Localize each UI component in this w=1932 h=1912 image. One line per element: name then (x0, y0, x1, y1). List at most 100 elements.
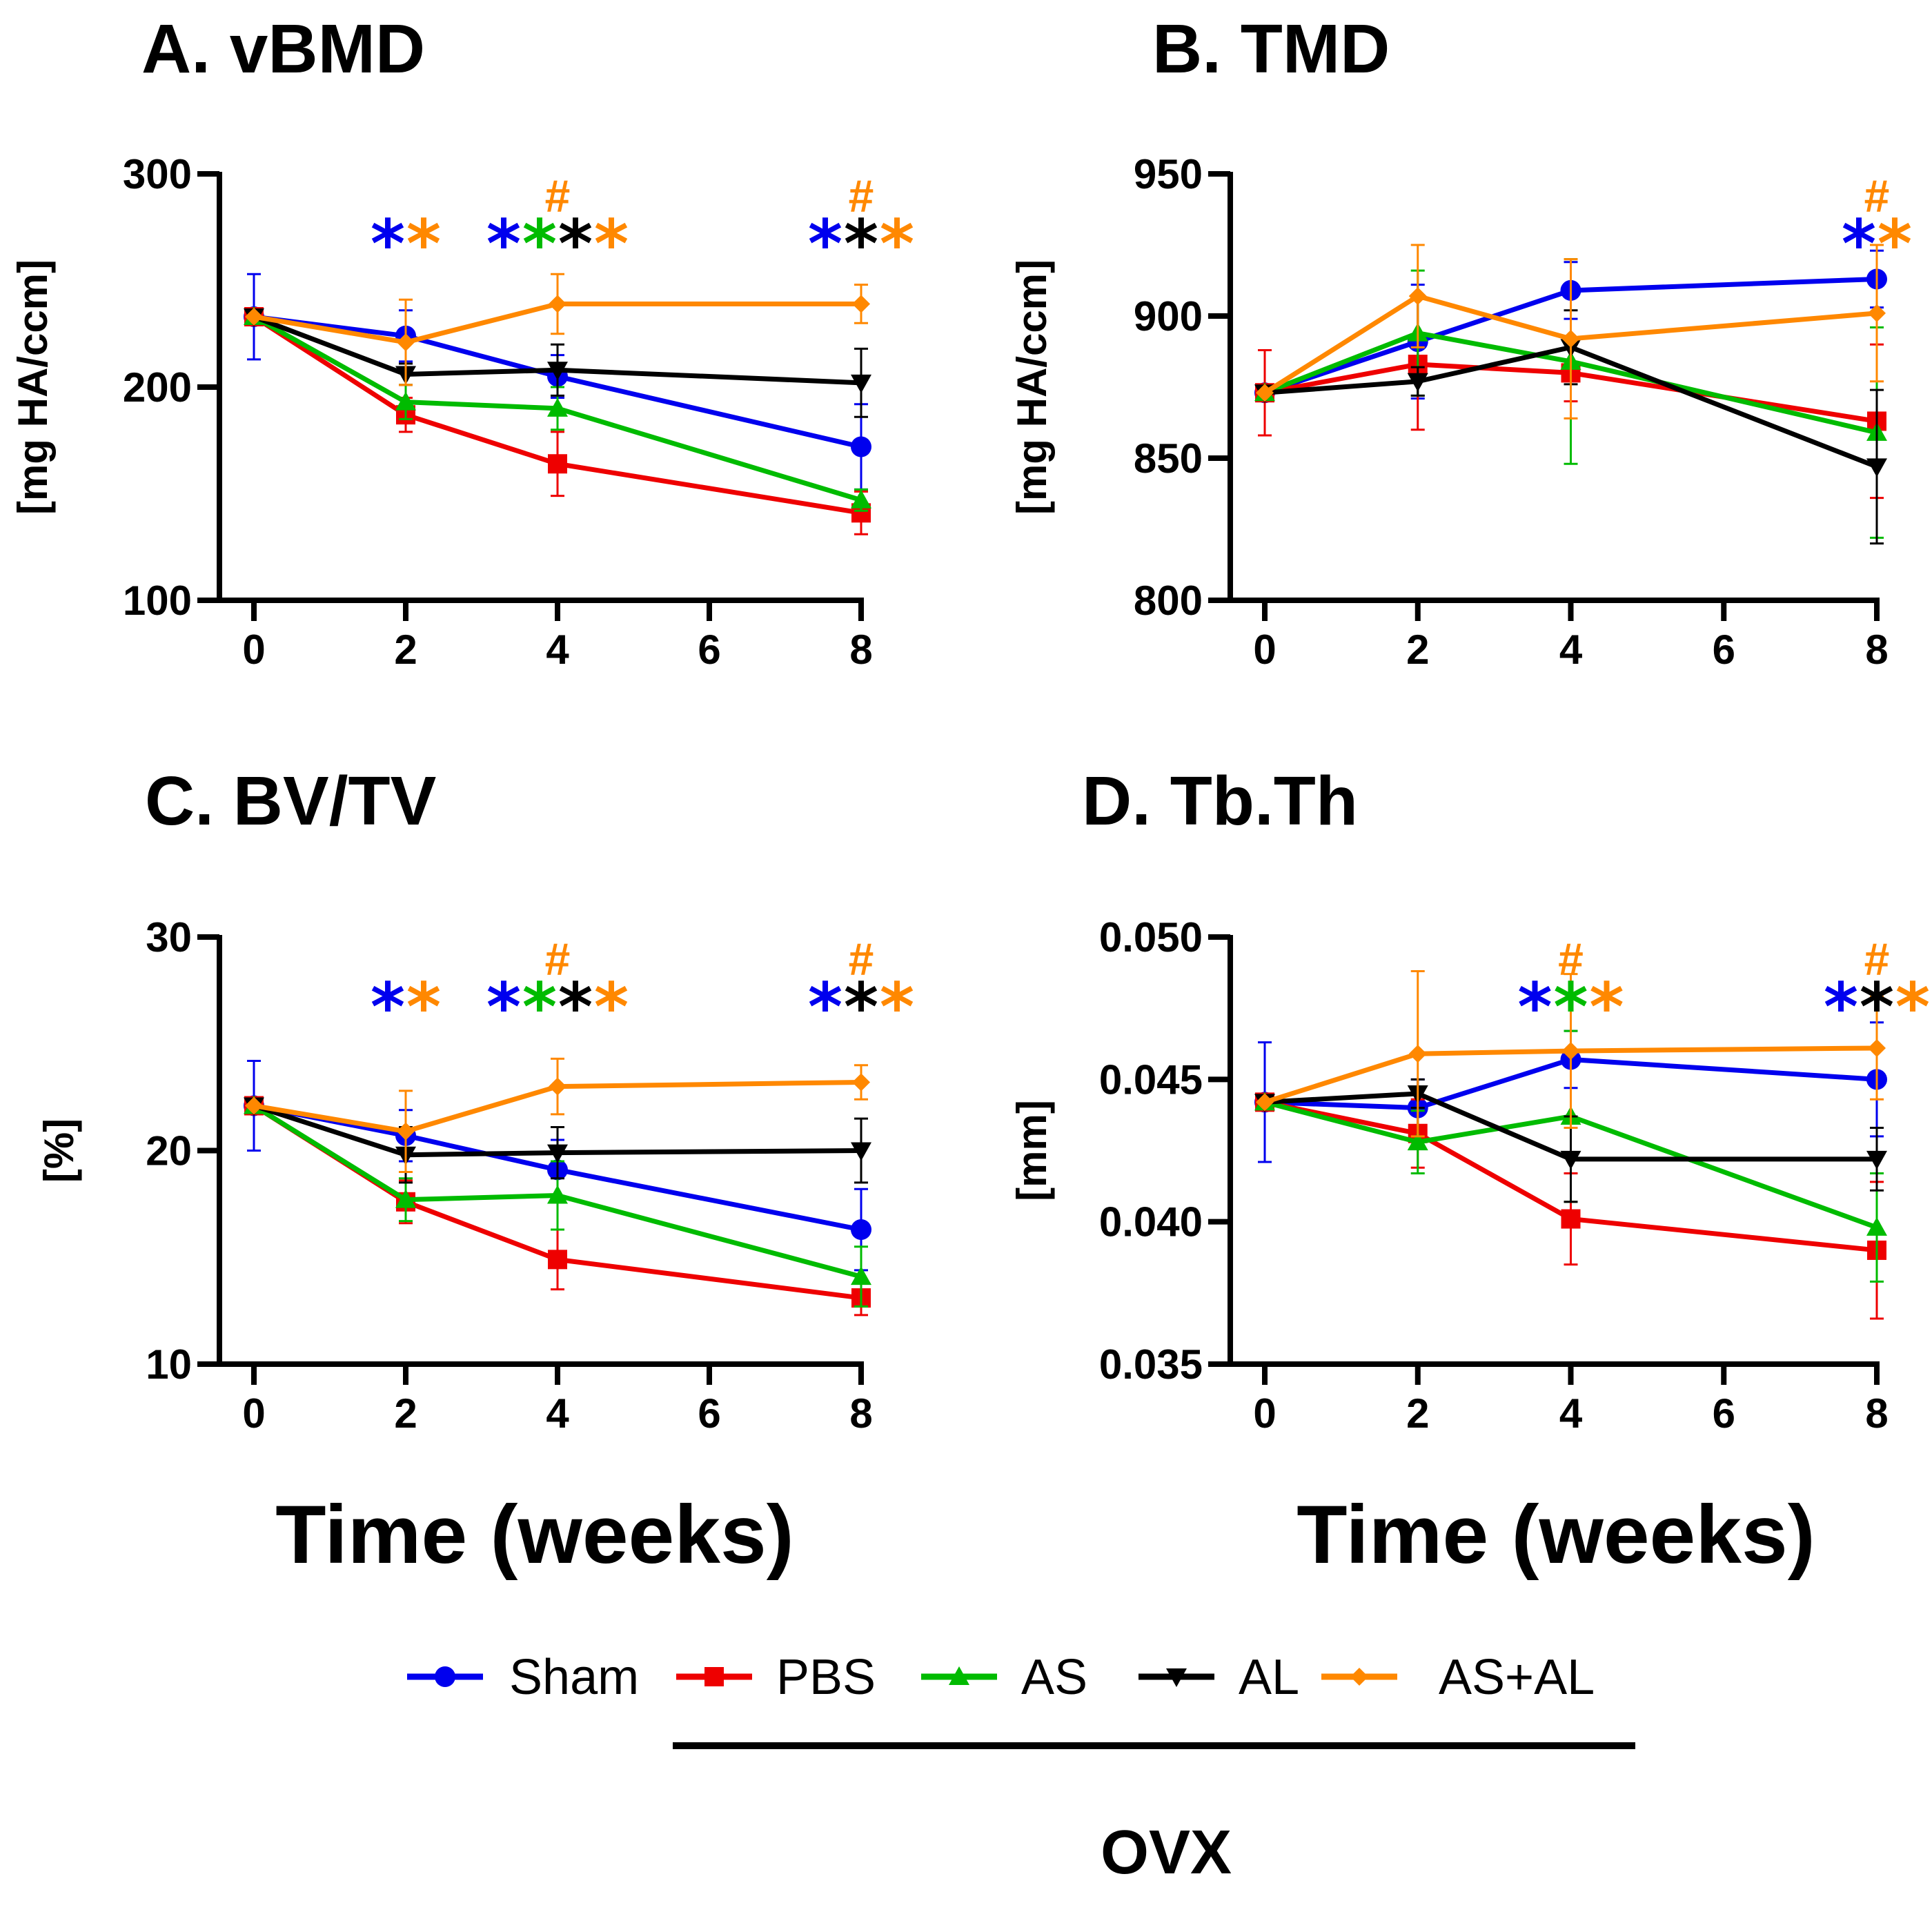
significance-annotation: * * *# (1824, 934, 1930, 1046)
legend-marker (949, 1666, 969, 1685)
y-tick-label: 100 (123, 578, 192, 624)
significance-annotation: * * *# (1517, 934, 1624, 1046)
y-tick-label: 800 (1134, 578, 1203, 624)
data-point (548, 454, 567, 474)
data-point (1868, 1038, 1886, 1057)
data-point (395, 391, 416, 411)
panel-title: D. Tb.Th (1082, 762, 1358, 840)
series-line (253, 314, 862, 449)
data-point (547, 1185, 568, 1204)
series-line (1264, 344, 1878, 469)
data-point (1560, 1150, 1581, 1170)
y-tick-label: 300 (123, 151, 192, 197)
y-tick-label: 950 (1134, 151, 1203, 197)
x-axis-title-left: Time (weeks) (275, 1488, 793, 1581)
panel-title: C. BV/TV (145, 762, 437, 840)
data-point (851, 489, 871, 509)
significance-star: * (594, 206, 629, 283)
significance-star: * (406, 206, 441, 283)
data-point (397, 1122, 415, 1141)
significance-star: * (1860, 969, 1894, 1046)
significance-star: * (486, 969, 521, 1046)
legend-item-pbs: PBS (676, 1650, 876, 1705)
y-axis-label: [mg HA/ccm] (10, 259, 56, 515)
x-tick-label: 4 (546, 627, 569, 673)
data-point (1561, 329, 1580, 348)
data-point (1408, 287, 1427, 306)
data-point (1256, 1093, 1274, 1112)
series-line (253, 301, 861, 345)
significance-star: * (1877, 206, 1912, 283)
y-axis-label: [mm] (1009, 1100, 1055, 1201)
data-point (547, 397, 568, 417)
significance-star: * (808, 969, 842, 1046)
series-line (253, 315, 862, 515)
data-point (1407, 373, 1428, 392)
data-point (1561, 1209, 1581, 1229)
data-point (548, 1250, 567, 1270)
significance-star: * (844, 969, 878, 1046)
x-tick-label: 6 (1713, 1390, 1735, 1437)
data-point (1866, 1216, 1887, 1236)
x-tick-label: 0 (242, 627, 265, 673)
significance-star: * (558, 206, 593, 283)
y-tick-label: 850 (1134, 435, 1203, 482)
significance-hash: # (849, 934, 874, 985)
data-point (549, 295, 566, 313)
x-tick-label: 2 (1406, 1390, 1429, 1437)
series-line (253, 1103, 862, 1158)
data-point (245, 1096, 263, 1115)
y-tick-label: 10 (146, 1341, 192, 1388)
significance-annotation: * * * *# (486, 170, 629, 283)
data-point (851, 1219, 871, 1241)
y-tick-label: 0.035 (1099, 1341, 1203, 1388)
data-point (549, 1077, 566, 1096)
series-line (253, 314, 862, 503)
y-tick-label: 200 (123, 364, 192, 411)
ovx-label: OVX (1101, 1818, 1232, 1887)
significance-star: * (594, 969, 629, 1046)
x-axis-title-right: Time (weeks) (1297, 1488, 1815, 1581)
x-tick-label: 2 (394, 1390, 417, 1437)
significance-hash: # (1864, 934, 1890, 985)
data-point (547, 362, 568, 381)
x-tick-label: 8 (849, 627, 872, 673)
legend-label: PBS (776, 1650, 876, 1705)
y-tick-label: 30 (146, 914, 192, 960)
x-tick-label: 4 (546, 1390, 569, 1437)
data-point (1561, 1042, 1580, 1061)
series-line (1263, 331, 1877, 435)
x-tick-label: 2 (394, 627, 417, 673)
y-tick-label: 20 (146, 1128, 192, 1174)
data-point (851, 1266, 871, 1285)
panel-title: A. vBMD (141, 10, 425, 88)
series-line (253, 1103, 862, 1279)
series-as-al (245, 1057, 870, 1173)
panel-b-tmd: B. TMD [mg HA/ccm] 800 850 900 950 0 2 4 6 8 * *# (1009, 10, 1912, 673)
data-point (851, 374, 871, 393)
series-line (1263, 293, 1877, 395)
x-tick-label: 2 (1406, 627, 1429, 673)
x-tick-label: 0 (1253, 627, 1276, 673)
data-point (852, 1073, 870, 1092)
x-tick-label: 8 (1865, 627, 1888, 673)
series-as-al (1256, 244, 1886, 420)
series-as-al (245, 273, 870, 386)
data-point (852, 295, 870, 313)
data-point (245, 308, 263, 326)
legend-item-al: AL (1138, 1650, 1299, 1705)
data-point (397, 333, 415, 352)
significance-star: * (522, 206, 557, 283)
legend: Sham PBS AS AL AS+AL (407, 1650, 1595, 1705)
legend-marker (435, 1666, 455, 1687)
data-point (395, 1189, 416, 1208)
x-tick-label: 0 (1253, 1390, 1276, 1437)
significance-star: * (844, 206, 878, 283)
y-tick-label: 0.050 (1099, 914, 1203, 960)
significance-hash: # (1864, 170, 1890, 221)
significance-annotation: * * (371, 206, 441, 283)
series-line (253, 1079, 862, 1134)
data-point (547, 1144, 568, 1163)
